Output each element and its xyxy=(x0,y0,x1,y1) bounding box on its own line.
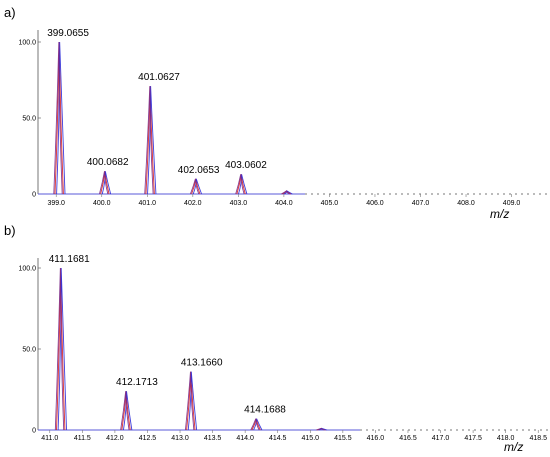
panel-b-x-tick-label: 414.5 xyxy=(269,435,287,442)
panel-a-label: a) xyxy=(4,5,16,20)
panel-a-x-tick-label: 399.0 xyxy=(47,200,65,207)
panel-b-x-tick-label: 415.0 xyxy=(302,435,320,442)
panel-a-peak-1-trace-2 xyxy=(56,41,66,195)
panel-a-x-tick-label: 408.0 xyxy=(457,200,475,207)
panel-b: b) 100.0 50.0 0 411.1681 412.1713 413.1660 41… xyxy=(4,223,548,454)
panel-b-x-tick-label: 417.5 xyxy=(464,435,482,442)
panel-a-x-tick-label: 409.0 xyxy=(503,200,521,207)
panel-a-x-tick-label: 406.0 xyxy=(366,200,384,207)
panel-a-x-tick-label: 401.0 xyxy=(139,200,157,207)
panel-b-x-tick-label: 414.0 xyxy=(236,435,254,442)
panel-b-y-tick-label: 100.0 xyxy=(18,266,36,273)
panel-b-peak-1-trace-3 xyxy=(54,267,65,431)
panel-a-x-axis-label: m/z xyxy=(490,207,509,221)
panel-a-peak-6-trace-2 xyxy=(283,190,293,195)
panel-a-peak-2-trace-2 xyxy=(101,171,112,195)
panel-b-peak-1-trace-2 xyxy=(57,267,67,431)
panel-b-peak-5-trace-2 xyxy=(318,427,328,431)
panel-b-peak-4-trace-3 xyxy=(250,418,260,431)
panel-a-peak-4-trace-3 xyxy=(189,178,200,195)
panel-b-x-tick-label: 412.5 xyxy=(139,435,157,442)
panel-b-x-tick-label: 412.0 xyxy=(106,435,124,442)
panel-a-peak-label: 399.0655 xyxy=(47,28,89,39)
panel-b-x-tick-label: 415.5 xyxy=(334,435,352,442)
panel-a-x-tick-label: 407.0 xyxy=(412,200,430,207)
panel-a-peak-6-trace-3 xyxy=(281,190,290,195)
panel-b-peak-label: 414.1688 xyxy=(244,405,286,416)
panel-b-peak-2-trace-2 xyxy=(123,391,133,431)
panel-a-peak-5-trace-3 xyxy=(235,174,245,195)
panel-b-x-tick-label: 411.0 xyxy=(41,435,58,442)
panel-b-peak-label: 412.1713 xyxy=(116,377,158,388)
panel-a-y-tick-label: 50.0 xyxy=(22,116,36,123)
panel-a-x-tick-label: 404.0 xyxy=(275,200,293,207)
panel-a-x-tick-label: 400.0 xyxy=(93,200,111,207)
panel-a-peak-1-trace-3 xyxy=(53,41,63,195)
panel-a: a) 100.0 50.0 0 399.0655 400.0682 401.0627 40… xyxy=(4,5,548,221)
panel-a-peak-label: 403.0602 xyxy=(225,160,267,171)
panel-a-peak-4-trace-2 xyxy=(192,178,203,195)
panel-a-x-tick-label: 403.0 xyxy=(230,200,248,207)
panel-b-y-tick-label: 50.0 xyxy=(22,347,36,354)
panel-a-peak-2-trace-3 xyxy=(99,171,109,195)
panel-b-x-tick-label: 411.5 xyxy=(74,435,91,442)
panel-b-x-tick-label: 417.0 xyxy=(432,435,450,442)
panel-b-x-tick-label: 416.0 xyxy=(367,435,385,442)
panel-a-peak-label: 402.0653 xyxy=(178,165,220,176)
panel-b-peak-3-trace-3 xyxy=(184,371,195,431)
panel-b-peak-3-trace-2 xyxy=(187,371,198,431)
panel-b-x-axis-label: m/z xyxy=(504,440,523,454)
panel-b-peak-5-trace-3 xyxy=(315,427,325,431)
panel-b-x-tick-label: 413.0 xyxy=(171,435,189,442)
panel-b-peak-label: 413.1660 xyxy=(181,358,223,369)
panel-b-y-tick-label: 0 xyxy=(32,428,36,435)
panel-a-peak-label: 400.0682 xyxy=(87,157,129,168)
panel-a-peak-5-trace-2 xyxy=(238,174,248,195)
panel-a-y-tick-label: 100.0 xyxy=(18,40,36,47)
panel-b-x-tick-label: 413.5 xyxy=(204,435,222,442)
panel-a-x-tick-label: 405.0 xyxy=(321,200,339,207)
panel-b-x-tick-label: 418.0 xyxy=(497,435,515,442)
panel-a-x-tick-label: 402.0 xyxy=(184,200,202,207)
panel-b-peak-4-trace-2 xyxy=(253,418,263,431)
panel-b-x-tick-label: 416.5 xyxy=(399,435,417,442)
panel-a-peak-label: 401.0627 xyxy=(138,72,180,83)
panel-a-y-tick-label: 0 xyxy=(32,192,36,199)
panel-a-peak-3-trace-2 xyxy=(147,86,157,195)
panel-b-x-tick-label: 418.5 xyxy=(529,435,547,442)
panel-b-label: b) xyxy=(4,223,16,238)
panel-a-peak-3-trace-3 xyxy=(144,86,154,195)
panel-b-peak-2-trace-3 xyxy=(120,391,130,431)
panel-b-peak-label: 411.1681 xyxy=(49,254,90,265)
